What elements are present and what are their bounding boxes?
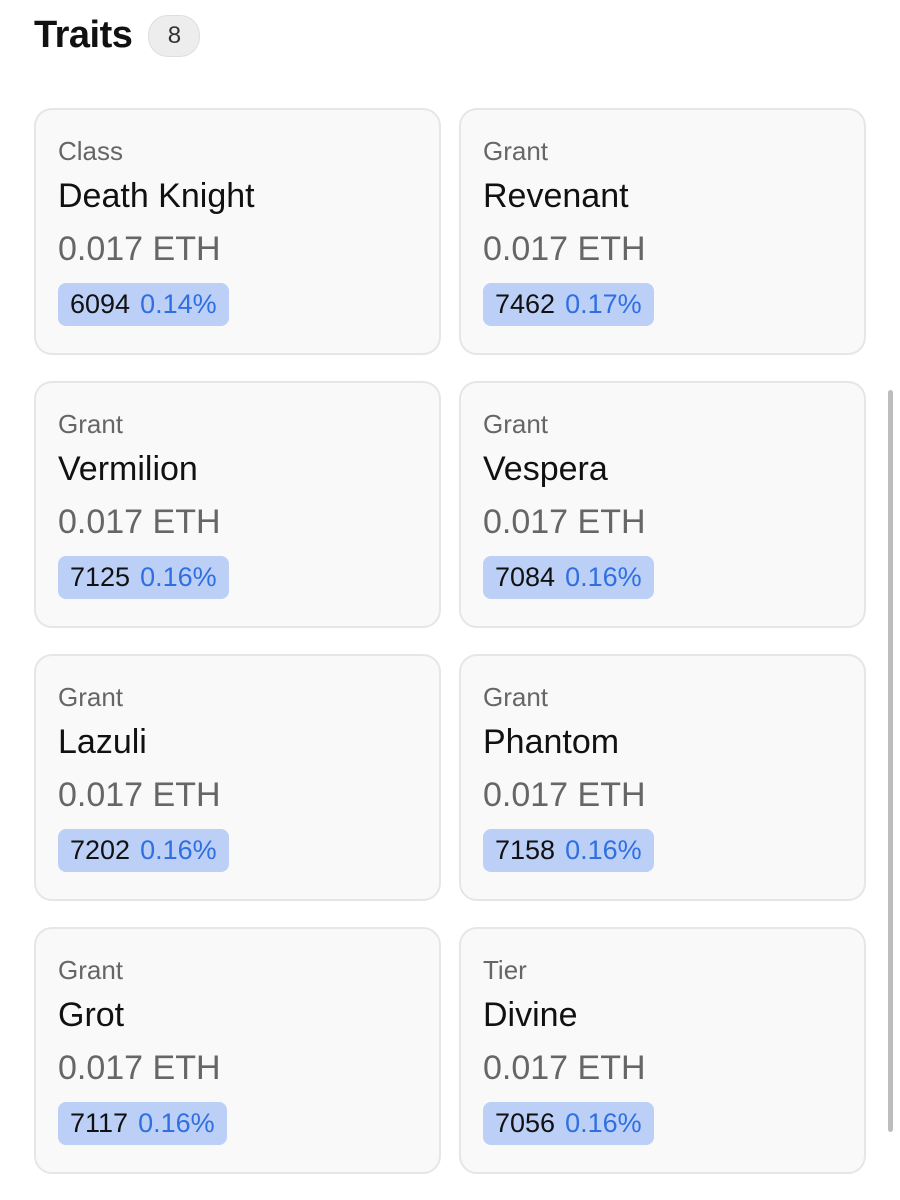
trait-card[interactable]: Grant Vermilion 0.017 ETH 7125 0.16% <box>34 381 441 628</box>
trait-price: 0.017 ETH <box>483 503 646 541</box>
trait-price: 0.017 ETH <box>58 230 221 268</box>
trait-percent: 0.16% <box>565 1108 642 1138</box>
trait-percent: 0.14% <box>140 289 217 319</box>
trait-value: Grot <box>58 996 125 1034</box>
trait-percent: 0.16% <box>140 835 217 865</box>
trait-percent: 0.16% <box>565 562 642 592</box>
trait-card[interactable]: Tier Divine 0.017 ETH 7056 0.16% <box>459 927 866 1174</box>
rarity-badge: 7117 0.16% <box>58 1102 227 1145</box>
trait-card[interactable]: Grant Vespera 0.017 ETH 7084 0.16% <box>459 381 866 628</box>
trait-percent: 0.16% <box>140 562 217 592</box>
trait-count: 7084 <box>495 562 556 592</box>
trait-grid: Class Death Knight 0.017 ETH 6094 0.14% Grant… <box>34 108 866 1174</box>
trait-price: 0.017 ETH <box>483 776 646 814</box>
trait-type: Tier <box>483 955 527 985</box>
trait-price: 0.017 ETH <box>58 1049 221 1087</box>
trait-value: Death Knight <box>58 177 255 215</box>
rarity-badge: 6094 0.14% <box>58 283 229 326</box>
trait-count: 7056 <box>495 1108 556 1138</box>
trait-type: Grant <box>58 409 124 439</box>
trait-card[interactable]: Class Death Knight 0.017 ETH 6094 0.14% <box>34 108 441 355</box>
trait-percent: 0.16% <box>138 1108 215 1138</box>
trait-card[interactable]: Grant Grot 0.017 ETH 7117 0.16% <box>34 927 441 1174</box>
rarity-badge: 7158 0.16% <box>483 829 654 872</box>
trait-price: 0.017 ETH <box>58 503 221 541</box>
trait-value: Phantom <box>483 723 620 761</box>
rarity-badge: 7084 0.16% <box>483 556 654 599</box>
trait-value: Revenant <box>483 177 629 215</box>
rarity-badge: 7125 0.16% <box>58 556 229 599</box>
header: Traits 8 <box>34 14 201 57</box>
trait-count: 7462 <box>495 289 556 319</box>
rarity-badge: 7202 0.16% <box>58 829 229 872</box>
trait-price: 0.017 ETH <box>58 776 221 814</box>
trait-price: 0.017 ETH <box>483 230 646 268</box>
rarity-badge: 7462 0.17% <box>483 283 654 326</box>
trait-type: Grant <box>483 409 549 439</box>
trait-card[interactable]: Grant Phantom 0.017 ETH 7158 0.16% <box>459 654 866 901</box>
title: Traits <box>34 14 133 56</box>
scrollbar <box>888 390 893 1132</box>
trait-value: Vermilion <box>58 450 198 488</box>
trait-count: 7125 <box>70 562 131 592</box>
trait-count: 7117 <box>70 1108 129 1138</box>
trait-value: Divine <box>483 996 578 1034</box>
trait-count: 7158 <box>495 835 556 865</box>
count-badge: 8 <box>148 14 201 57</box>
trait-type: Grant <box>483 136 549 166</box>
trait-card[interactable]: Grant Revenant 0.017 ETH 7462 0.17% <box>459 108 866 355</box>
rarity-badge: 7056 0.16% <box>483 1102 654 1145</box>
trait-value: Vespera <box>483 450 608 488</box>
trait-type: Grant <box>58 682 124 712</box>
trait-type: Class <box>58 136 124 166</box>
trait-price: 0.017 ETH <box>483 1049 646 1087</box>
trait-count: 7202 <box>70 835 131 865</box>
trait-percent: 0.17% <box>565 289 642 319</box>
trait-count: 6094 <box>70 289 131 319</box>
trait-value: Lazuli <box>58 723 147 761</box>
trait-type: Grant <box>58 955 124 985</box>
trait-type: Grant <box>483 682 549 712</box>
trait-card[interactable]: Grant Lazuli 0.017 ETH 7202 0.16% <box>34 654 441 901</box>
trait-percent: 0.16% <box>565 835 642 865</box>
